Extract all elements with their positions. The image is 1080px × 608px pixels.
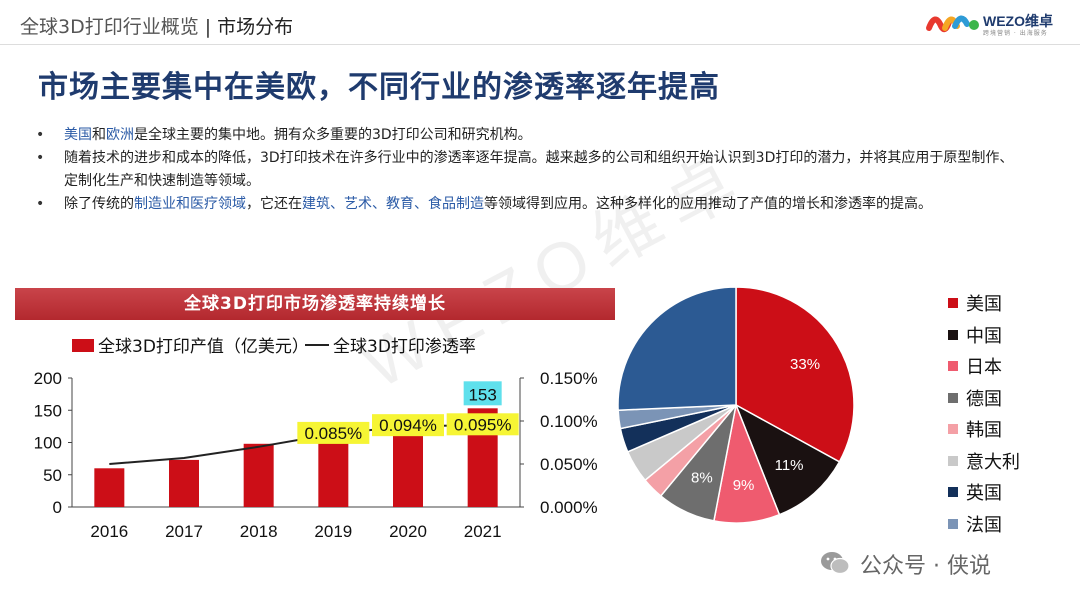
pie-slice-label: 11% (775, 457, 804, 474)
pie-legend-label: 英国 (966, 483, 1002, 504)
legend-swatch-bar (72, 338, 94, 352)
bullet-text: ，它还在 (246, 196, 302, 212)
pie-chart: 33% 11% 9% 8% (617, 286, 855, 524)
chart-title: 全球3D打印市场渗透率持续增长 (184, 294, 446, 314)
pie-legend-item: 韩国 (948, 416, 1058, 448)
logo-dot (969, 20, 979, 30)
pie-slice-label: 33% (790, 356, 820, 373)
logo-mark-icon (926, 15, 979, 33)
pie-legend-swatch (948, 298, 958, 308)
y-tick-label-left: 50 (43, 466, 62, 485)
pie-legend-label: 韩国 (966, 420, 1002, 441)
bar (94, 468, 125, 507)
y-tick-label-left: 100 (34, 434, 62, 453)
x-tick-label: 2019 (314, 522, 352, 541)
pie-legend-swatch (948, 392, 958, 403)
footer-text: 公众号 · 侠说 (860, 554, 991, 579)
legend-line-series: 全球3D打印渗透率 (305, 332, 476, 357)
pie-legend-label: 法国 (966, 514, 1002, 536)
data-label: 0.095% (454, 415, 512, 434)
data-label-bg (372, 414, 444, 437)
legend-bar-series: 全球3D打印产值（亿美元） (72, 332, 309, 357)
data-label-bg (463, 381, 502, 406)
logo-stroke-3 (952, 15, 970, 29)
pie-legend-label: 日本 (966, 357, 1002, 378)
highlight-text: 欧洲 (106, 127, 134, 143)
pie-legend-item: 法国 (948, 511, 1058, 543)
pie-legend-swatch (948, 424, 958, 434)
pie-legend-item: 日本 (948, 353, 1058, 385)
y-tick-label-left: 200 (34, 369, 62, 388)
pie-legend-label: 中国 (966, 325, 1002, 347)
legend-label: 全球3D打印渗透率 (333, 337, 476, 357)
data-label: 0.094% (379, 416, 437, 435)
legend-swatch-line (305, 344, 329, 346)
x-tick-label: 2018 (240, 522, 278, 541)
logo-tagline: 跨境营销 · 出海服务 (983, 30, 1048, 37)
y-tick-label-right: 0.000% (540, 498, 598, 517)
pie-legend-item: 中国 (948, 322, 1058, 354)
pie-slice (735, 286, 855, 463)
data-label: 153 (468, 385, 496, 404)
header-title: 全球3D打印行业概览 | 市场分布 (20, 12, 293, 39)
y-tick-label-left: 0 (53, 498, 62, 517)
pie-legend-swatch (948, 329, 958, 340)
pie-legend-item: 意大利 (948, 448, 1058, 480)
wechat-icon (821, 552, 850, 575)
bullet-item: 除了传统的制造业和医疗领域，它还在建筑、艺术、教育、食品制造等领域得到应用。这种… (36, 193, 1016, 216)
header: 全球3D打印行业概览 | 市场分布 WEZO维卓 跨境营销 · 出海服务 (0, 0, 1080, 50)
bullet-list: 美国和欧洲是全球主要的集中地。拥有众多重要的3D打印公司和研究机构。 随着技术的… (36, 124, 1016, 216)
x-tick-label: 2017 (165, 522, 203, 541)
pie-legend-label: 意大利 (966, 451, 1020, 473)
y-tick-label-right: 0.050% (540, 455, 598, 474)
bar (318, 442, 349, 507)
header-divider (0, 44, 1080, 45)
bar (243, 443, 274, 507)
data-label-bg (446, 413, 519, 436)
x-tick-label: 2016 (90, 522, 128, 541)
bullet-item: 随着技术的进步和成本的降低，3D打印技术在许多行业中的渗透率逐年提高。越来越多的… (36, 147, 1016, 193)
pie-slice (617, 286, 737, 411)
section-title: 市场分布 (217, 16, 294, 38)
bar (169, 459, 199, 507)
bullet-text: 随着技术的进步和成本的降低，3D打印技术在许多行业中的渗透率逐年提高。越来越多的… (64, 150, 1014, 189)
bullet-text: 是全球主要的集中地。拥有众多重要的3D打印公司和研究机构。 (134, 127, 532, 143)
y-tick-label-right: 0.150% (540, 369, 598, 388)
bullet-text: 等领域得到应用。这种多样化的应用推动了产值的增长和渗透率的提高。 (484, 196, 932, 212)
pie-legend-item: 美国 (948, 290, 1058, 322)
pie-legend-item: 德国 (948, 385, 1058, 417)
logo-brand-text: WEZO维卓 (983, 13, 1053, 29)
bullet-text: 和 (92, 127, 106, 143)
highlight-text: 制造业和医疗领域 (134, 196, 246, 212)
chart-title-banner: 全球3D打印市场渗透率持续增长 (15, 288, 615, 320)
page-title: 市场主要集中在美欧，不同行业的渗透率逐年提高 (38, 70, 720, 105)
x-tick-label: 2020 (389, 522, 427, 541)
pie-slice-label: 8% (691, 470, 713, 487)
bar (393, 435, 423, 507)
breadcrumb: 全球3D打印行业概览 (20, 16, 199, 38)
bullet-text: 除了传统的 (64, 196, 134, 212)
y-tick-label-right: 0.100% (540, 412, 598, 431)
pie-legend-label: 美国 (966, 294, 1002, 315)
legend-label: 全球3D打印产值（亿美元） (98, 337, 309, 357)
pie-legend: 美国中国日本德国韩国意大利英国法国 (948, 290, 1058, 542)
pie-legend-swatch (948, 487, 958, 497)
highlight-text: 美国 (64, 127, 92, 143)
pie-legend-swatch (948, 455, 958, 466)
pie-slice-label: 9% (733, 477, 755, 494)
y-tick-label-left: 150 (34, 401, 62, 420)
x-tick-label: 2021 (464, 522, 502, 541)
data-label-bg (297, 421, 370, 444)
bar-line-chart: 0 50 100 150 200 0.000% 0.050% 0.100% 0.150% 2016… (34, 369, 598, 541)
pie-legend-item: 英国 (948, 479, 1058, 511)
bullet-item: 美国和欧洲是全球主要的集中地。拥有众多重要的3D打印公司和研究机构。 (36, 124, 1016, 147)
breadcrumb-separator: | (204, 16, 212, 38)
data-label: 0.085% (304, 424, 362, 443)
pie-legend-swatch (948, 518, 958, 529)
pie-slice (734, 403, 841, 516)
pie-legend-label: 德国 (966, 388, 1002, 410)
pie-legend-swatch (948, 361, 958, 371)
brand-logo: WEZO维卓 跨境营销 · 出海服务 (925, 6, 1065, 40)
highlight-text: 建筑、艺术、教育、食品制造 (302, 196, 484, 212)
